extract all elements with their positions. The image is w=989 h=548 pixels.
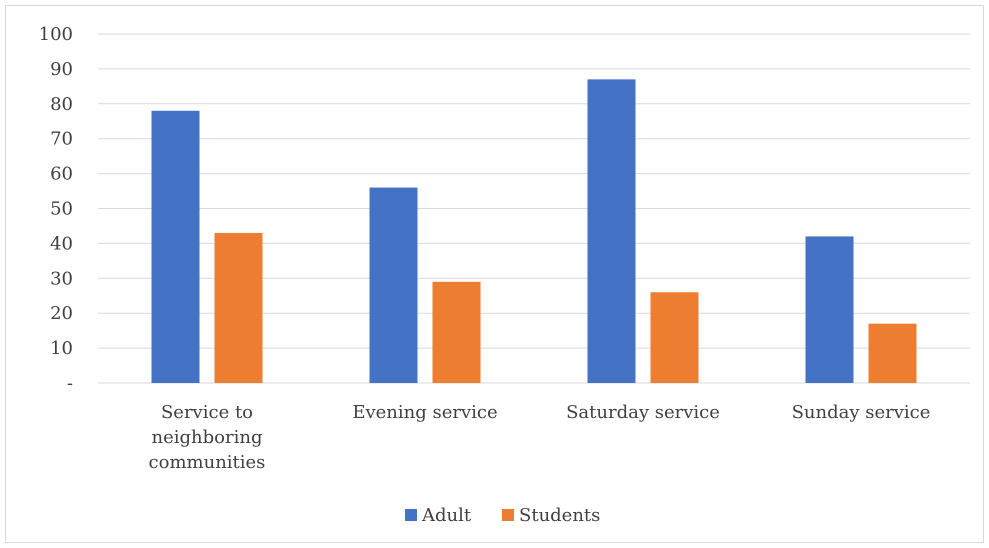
x-category-label: Saturday service <box>566 402 720 423</box>
y-tick-label: 20 <box>50 303 73 324</box>
legend-label-students: Students <box>519 505 600 526</box>
y-tick-label: 30 <box>50 268 73 289</box>
y-tick-label: 100 <box>39 24 73 45</box>
bar-students-0 <box>214 232 263 383</box>
x-category-label: Evening service <box>352 402 497 423</box>
bar-adult-3 <box>805 236 854 383</box>
legend-swatch-students <box>502 509 514 521</box>
bar-students-1 <box>432 281 481 383</box>
legend-swatch-adult <box>405 509 417 521</box>
bar-adult-0 <box>151 110 200 383</box>
y-tick-label: 60 <box>50 164 73 185</box>
x-category-label: Sunday service <box>792 402 931 423</box>
y-tick-label: 40 <box>50 233 73 254</box>
x-category-label: neighboring <box>152 427 263 448</box>
y-tick-label: - <box>67 373 73 394</box>
y-tick-label: 70 <box>50 129 73 150</box>
bar-adult-1 <box>369 187 418 383</box>
x-category-label: Service to <box>161 402 253 423</box>
legend-label-adult: Adult <box>421 505 472 526</box>
bar-students-2 <box>650 292 699 383</box>
y-tick-label: 50 <box>50 199 73 220</box>
y-tick-label: 90 <box>50 59 73 80</box>
y-tick-label: 10 <box>50 338 73 359</box>
bar-adult-2 <box>587 79 636 384</box>
bar-students-3 <box>868 323 917 383</box>
x-category-label: communities <box>149 452 266 473</box>
y-tick-label: 80 <box>50 94 73 115</box>
